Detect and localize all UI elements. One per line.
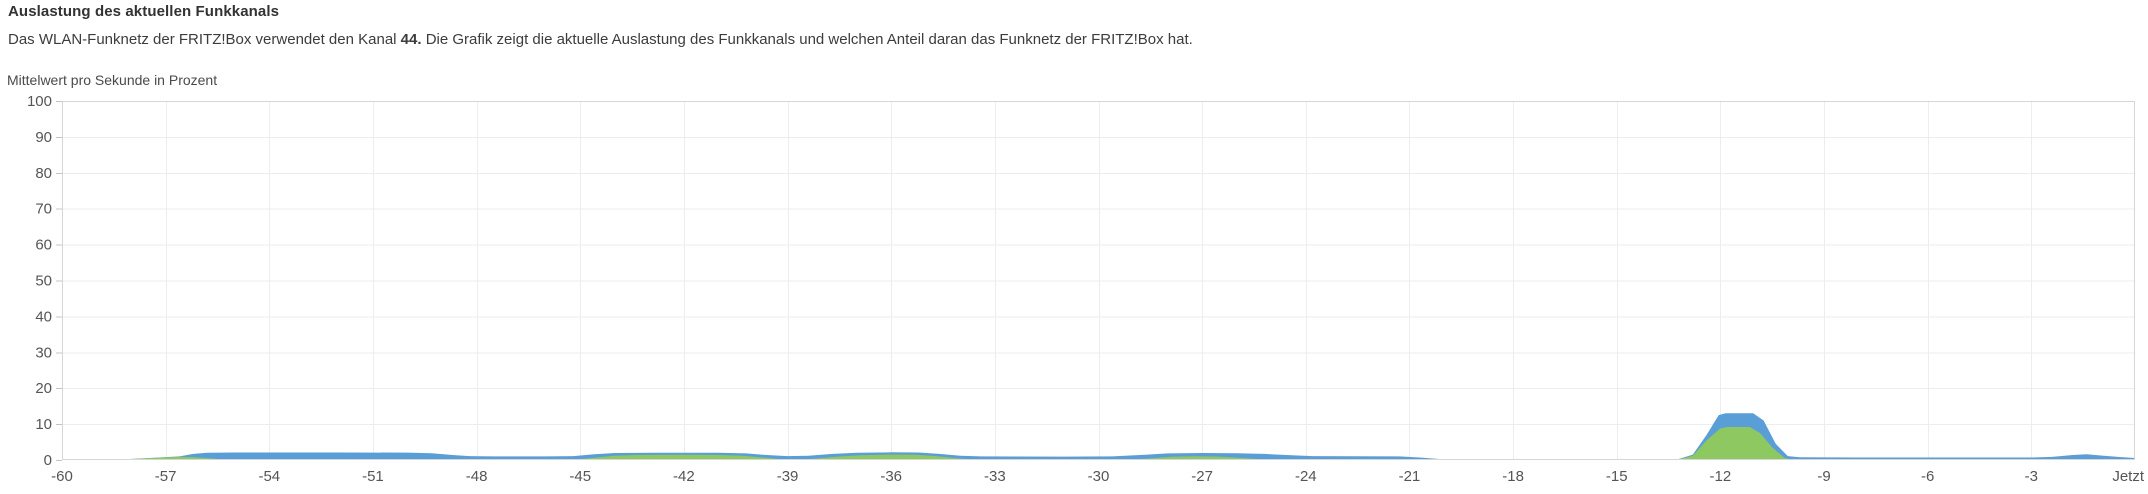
y-tick-label: 90 [35, 129, 52, 146]
x-tick-label: -6 [1921, 468, 1934, 485]
x-tick-label: -21 [1399, 468, 1421, 485]
x-tick-label: -45 [569, 468, 591, 485]
x-tick-label: -30 [1088, 468, 1110, 485]
y-axis-caption: Mittelwert pro Sekunde in Prozent [7, 72, 218, 88]
description-text-before: Das WLAN-Funknetz der FRITZ!Box verwende… [8, 31, 401, 48]
panel-title: Auslastung des aktuellen Funkkanals [8, 3, 280, 20]
y-tick-label: 100 [27, 93, 52, 110]
x-tick-label: -42 [673, 468, 695, 485]
panel-description: Das WLAN-Funknetz der FRITZ!Box verwende… [8, 31, 1193, 48]
y-tick-label: 40 [35, 308, 52, 325]
x-tick-label: -9 [1817, 468, 1830, 485]
y-tick-label: 80 [35, 165, 52, 182]
x-tick-label: -12 [1710, 468, 1732, 485]
y-tick-label: 60 [35, 237, 52, 254]
channel-number: 44. [400, 31, 422, 48]
plot-border [62, 101, 2135, 460]
x-tick-label: -24 [1295, 468, 1317, 485]
description-text-after: Die Grafik zeigt die aktuelle Auslastung… [421, 31, 1193, 48]
x-tick-label: -57 [155, 468, 177, 485]
y-tick-label: 0 [44, 452, 52, 469]
x-tick-label: -33 [984, 468, 1006, 485]
y-tick-label: 10 [35, 416, 52, 433]
x-tick-label: Jetzt [2112, 468, 2145, 485]
x-tick-label: -39 [777, 468, 799, 485]
y-tick-label: 20 [35, 380, 52, 397]
fritzbox-share-area [62, 427, 2135, 460]
x-tick-label: -27 [1191, 468, 1213, 485]
x-tick-label: -51 [362, 468, 384, 485]
x-tick-label: -60 [51, 468, 73, 485]
x-tick-label: -15 [1606, 468, 1628, 485]
x-tick-label: -18 [1502, 468, 1524, 485]
x-tick-label: -3 [2025, 468, 2038, 485]
y-tick-label: 30 [35, 344, 52, 361]
x-tick-label: -48 [466, 468, 488, 485]
y-tick-label: 50 [35, 273, 52, 290]
x-tick-label: -54 [258, 468, 280, 485]
y-tick-label: 70 [35, 201, 52, 218]
x-tick-label: -36 [880, 468, 902, 485]
